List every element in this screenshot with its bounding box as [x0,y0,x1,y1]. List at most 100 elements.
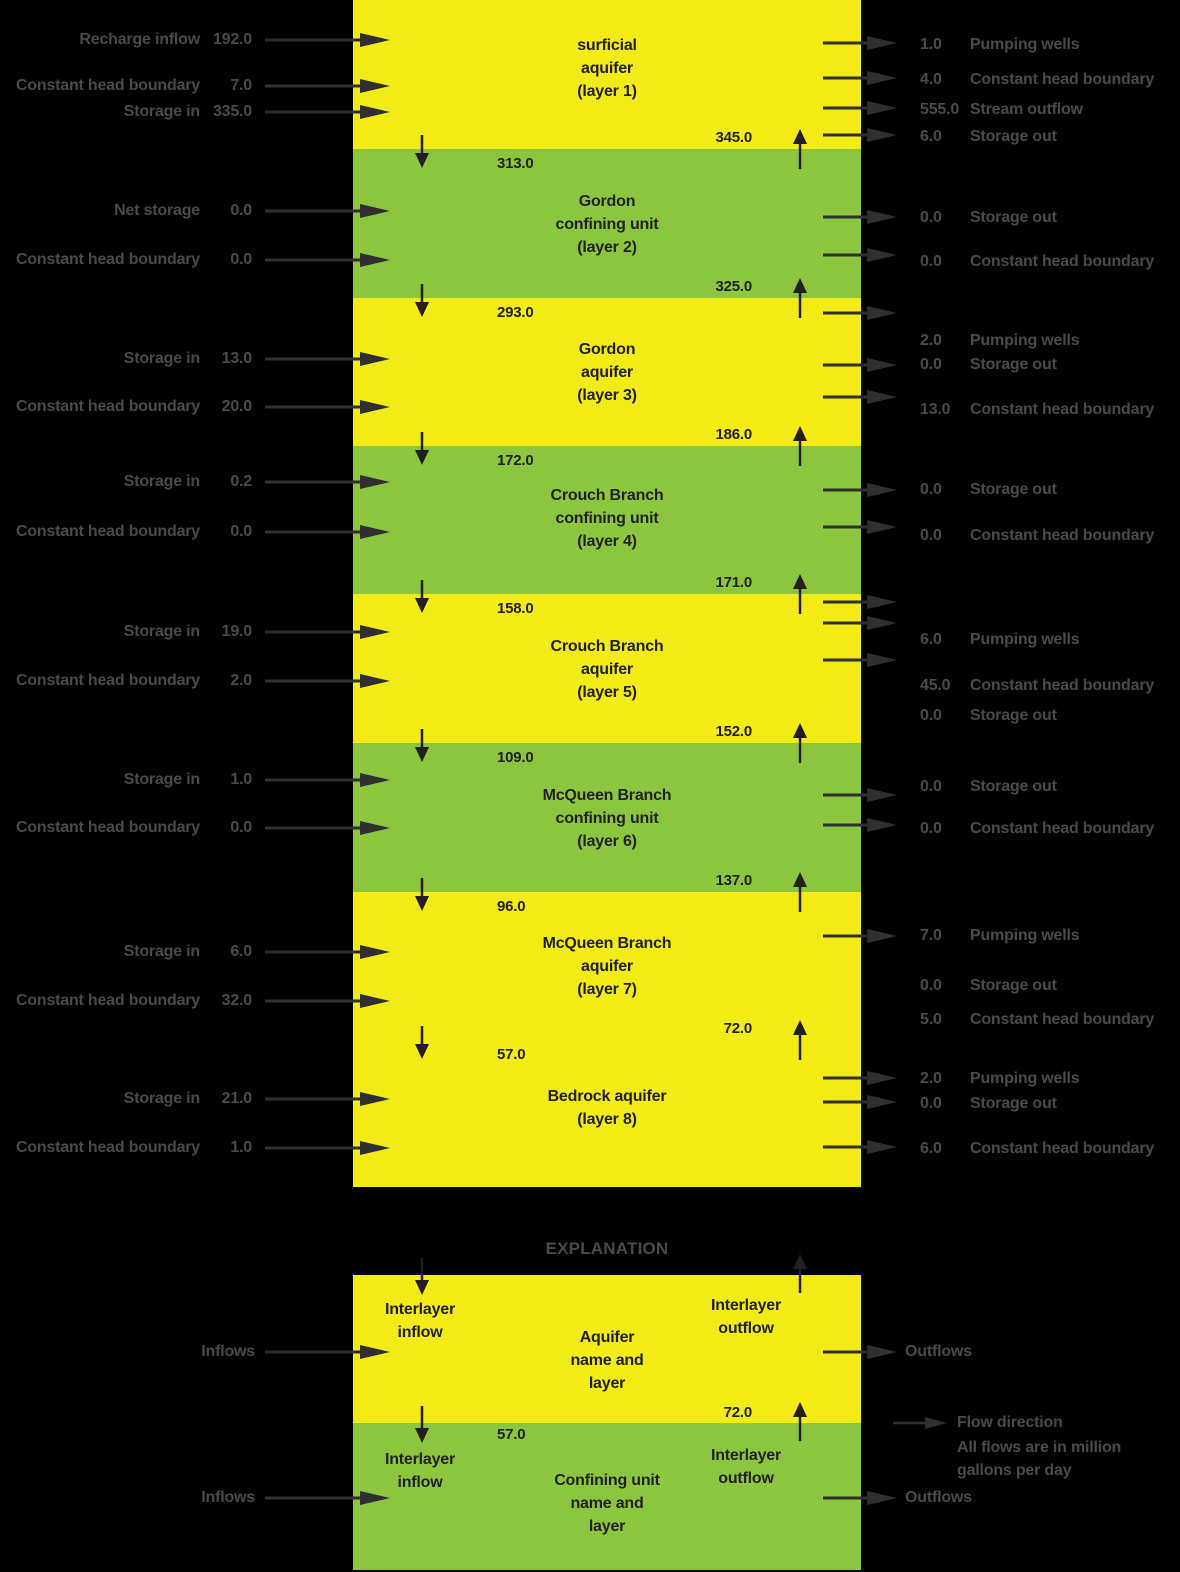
interlayer-up-value: 171.0 [715,574,752,591]
inflow-arrow-icon [265,33,390,47]
inflow-arrow-icon [265,400,390,414]
outflow-label: Constant head boundary [970,401,1155,418]
outflow-value: 0.0 [920,820,942,837]
outflow-value: 2.0 [920,1070,942,1087]
explanation-heading: EXPLANATION [545,1239,669,1258]
outflow-arrow-icon [823,306,897,320]
inflow-value: 0.0 [230,819,252,836]
legend-note: Flow direction [957,1414,1063,1431]
interlayer-down-arrow-icon [415,729,429,762]
legend-interlayer-inflow-line: Interlayer [384,1451,456,1468]
layer-box-1 [353,0,861,149]
outflow-label: Constant head boundary [970,527,1155,544]
outflow-value: 0.0 [920,1095,942,1112]
interlayer-up-arrow-icon [793,1020,807,1060]
legend-outflows-label: Outflows [905,1489,972,1506]
interlayer-up-arrow-icon [793,129,807,169]
legend-title-line: layer [588,1374,626,1392]
outflow-label: Constant head boundary [970,1140,1155,1157]
interlayer-down-arrow-icon [415,1026,429,1059]
legend-interlayer-inflow-line: Interlayer [384,1301,456,1318]
outflow-label: Storage out [970,209,1057,226]
inflow-label: Storage in [123,623,200,640]
outflow-arrow-icon [823,101,897,115]
outflow-arrow-icon [823,248,897,262]
legend-title-line: Confining unit [554,1471,660,1489]
inflow-value: 1.0 [230,1139,252,1156]
outflow-arrow-icon [823,1071,897,1085]
outflow-label: Constant head boundary [970,820,1155,837]
layer-title-line: (layer 7) [577,980,637,998]
outflow-value: 0.0 [920,977,942,994]
outflow-label: Pumping wells [970,631,1080,648]
legend-aquifer-box [353,1275,861,1423]
inflow-arrow-icon [265,204,390,218]
layer-title-line: Bedrock aquifer [547,1088,667,1105]
layer-title-line: aquifer [581,660,633,678]
inflow-arrow-icon [265,674,390,688]
interlayer-up-arrow-icon [793,278,807,318]
legend-up-value: 72.0 [723,1404,753,1421]
outflow-value: 5.0 [920,1011,942,1028]
outflow-label: Storage out [970,778,1057,795]
outflow-value: 6.0 [920,631,942,648]
inflow-label: Constant head boundary [15,398,200,415]
layer-box-6 [353,743,861,892]
layer-title-line: Crouch Branch [550,637,664,655]
outflow-value: 0.0 [920,778,942,795]
outflow-value: 2.0 [920,332,942,349]
inflow-value: 1.0 [230,771,252,788]
outflow-arrow-icon [823,36,897,50]
interlayer-down-arrow-icon [415,1406,429,1443]
interlayer-down-arrow-icon [415,135,429,168]
inflow-arrow-icon [265,79,390,93]
legend-title-line: Aquifer [579,1328,635,1346]
layer-title-line: (layer 5) [577,683,637,701]
flow-direction-arrow-icon [893,1417,947,1429]
inflow-label: Net storage [114,202,200,219]
outflow-arrow-icon [823,1140,897,1154]
outflow-label: Stream outflow [970,101,1083,118]
layer-box-7 [353,892,861,1040]
inflow-arrow-icon [265,773,390,787]
outflow-label: Pumping wells [970,1070,1080,1087]
interlayer-down-arrow-icon [415,580,429,613]
interlayer-up-value: 152.0 [715,723,752,740]
interlayer-down-value: 96.0 [497,898,526,915]
interlayer-down-value: 109.0 [497,749,534,766]
layer-title-line: confining unit [555,215,659,233]
interlayer-up-value: 325.0 [715,278,752,295]
inflow-label: Constant head boundary [15,251,200,268]
outflow-label: Constant head boundary [970,253,1155,270]
inflow-label: Constant head boundary [15,992,200,1009]
legend-note: gallons per day [957,1462,1072,1479]
inflow-label: Constant head boundary [15,672,200,689]
legend-title-line: name and [570,1351,644,1369]
inflow-arrow-icon [265,1345,390,1359]
interlayer-up-arrow-icon [793,426,807,466]
inflow-arrow-icon [265,821,390,835]
inflow-value: 6.0 [230,943,252,960]
legend-note: All flows are in million [957,1439,1122,1456]
outflow-value: 0.0 [920,527,942,544]
layer-title-line: Crouch Branch [550,486,664,504]
layer-box-5 [353,594,861,743]
inflow-arrow-icon [265,105,390,119]
layer-title-line: Gordon [578,192,636,210]
inflow-value: 0.0 [230,523,252,540]
layer-title-line: (layer 4) [577,532,637,550]
legend-confining-box [353,1423,861,1570]
inflow-label: Storage in [123,771,200,788]
interlayer-up-value: 345.0 [715,129,752,146]
inflow-value: 2.0 [230,672,252,689]
inflow-label: Constant head boundary [15,1139,200,1156]
outflow-arrow-icon [823,520,897,534]
outflow-arrow-icon [823,71,897,85]
interlayer-down-arrow-icon [415,432,429,465]
interlayer-down-value: 293.0 [497,304,534,321]
legend-interlayer-outflow-line: outflow [718,1320,774,1337]
outflow-value: 0.0 [920,253,942,270]
layer-title-line: confining unit [555,509,659,527]
interlayer-down-arrow-icon [415,878,429,911]
inflow-arrow-icon [265,253,390,267]
